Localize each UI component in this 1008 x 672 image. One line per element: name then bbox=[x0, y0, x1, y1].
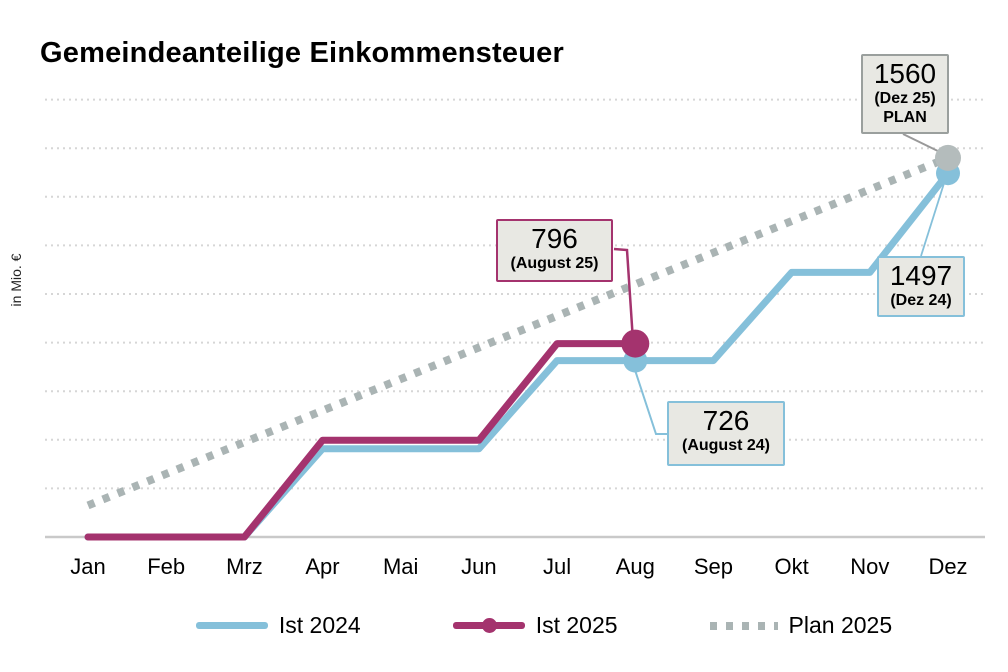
callout-ist2024-dez: 1497 (Dez 24) bbox=[877, 256, 965, 317]
leader-line-plan-dez bbox=[902, 133, 945, 155]
leader-lines-group bbox=[613, 133, 947, 435]
x-axis-label: Jan bbox=[70, 554, 105, 579]
callout-detail: (August 24) bbox=[682, 437, 770, 454]
series-group bbox=[84, 154, 952, 541]
callout-ist2025-aug: 796 (August 25) bbox=[496, 219, 613, 282]
markers-group bbox=[621, 144, 961, 373]
x-axis-label: Feb bbox=[147, 554, 185, 579]
gridlines-group bbox=[45, 98, 985, 490]
x-axis-label: Nov bbox=[850, 554, 889, 579]
callout-ist2024-aug: 726 (August 24) bbox=[667, 401, 785, 466]
callout-detail: (Dez 24) bbox=[890, 292, 952, 309]
x-axis-label: Sep bbox=[694, 554, 733, 579]
leader-line-ist2024-dez bbox=[920, 176, 947, 257]
callout-plan-dez25: 1560 (Dez 25) PLAN bbox=[861, 54, 949, 134]
legend: Ist 2024 Ist 2025 Plan 2025 bbox=[40, 612, 1008, 639]
leader-line-ist2024-aug bbox=[633, 366, 667, 435]
callout-detail: (August 25) bbox=[510, 255, 599, 272]
leader-line-ist2025-aug bbox=[613, 247, 635, 342]
x-axis-labels-group: Jan Feb Mrz Apr Mai Jun Jul Aug Sep Okt Nov Dez bbox=[70, 554, 967, 579]
legend-item-ist2024: Ist 2024 bbox=[195, 612, 361, 639]
callout-value: 726 bbox=[702, 405, 750, 436]
x-axis-label: Dez bbox=[928, 554, 967, 579]
legend-swatch-plan2025-icon bbox=[709, 621, 778, 630]
callout-detail2: PLAN bbox=[883, 109, 927, 126]
chart-title: Gemeindeanteilige Einkommensteuer bbox=[40, 37, 564, 70]
callout-detail: (Dez 25) bbox=[874, 90, 936, 107]
callout-value: 1560 bbox=[873, 58, 937, 89]
x-axis-label: Jun bbox=[461, 554, 496, 579]
x-axis-label: Mrz bbox=[226, 554, 263, 579]
legend-marker-dot-icon bbox=[481, 618, 497, 633]
legend-swatch-ist2025-icon bbox=[452, 618, 525, 633]
ist2025-aug-point bbox=[621, 329, 650, 358]
legend-label: Ist 2024 bbox=[278, 612, 361, 638]
legend-label: Plan 2025 bbox=[788, 612, 893, 638]
x-axis-label: Mai bbox=[383, 554, 418, 579]
legend-item-plan2025: Plan 2025 bbox=[709, 612, 893, 639]
legend-label: Ist 2025 bbox=[535, 612, 618, 638]
series-line-plan2025 bbox=[86, 154, 950, 510]
series-line-ist2025 bbox=[84, 340, 639, 541]
callout-value: 796 bbox=[531, 223, 578, 254]
x-axis-label: Apr bbox=[305, 554, 339, 579]
plan2025-dez-point bbox=[935, 144, 961, 171]
x-axis-label: Jul bbox=[543, 554, 571, 579]
x-axis-label: Okt bbox=[774, 554, 808, 579]
legend-item-ist2025: Ist 2025 bbox=[452, 612, 618, 639]
callout-value: 1497 bbox=[889, 260, 953, 291]
x-axis-label: Aug bbox=[616, 554, 655, 579]
legend-swatch-ist2024-icon bbox=[195, 622, 268, 629]
